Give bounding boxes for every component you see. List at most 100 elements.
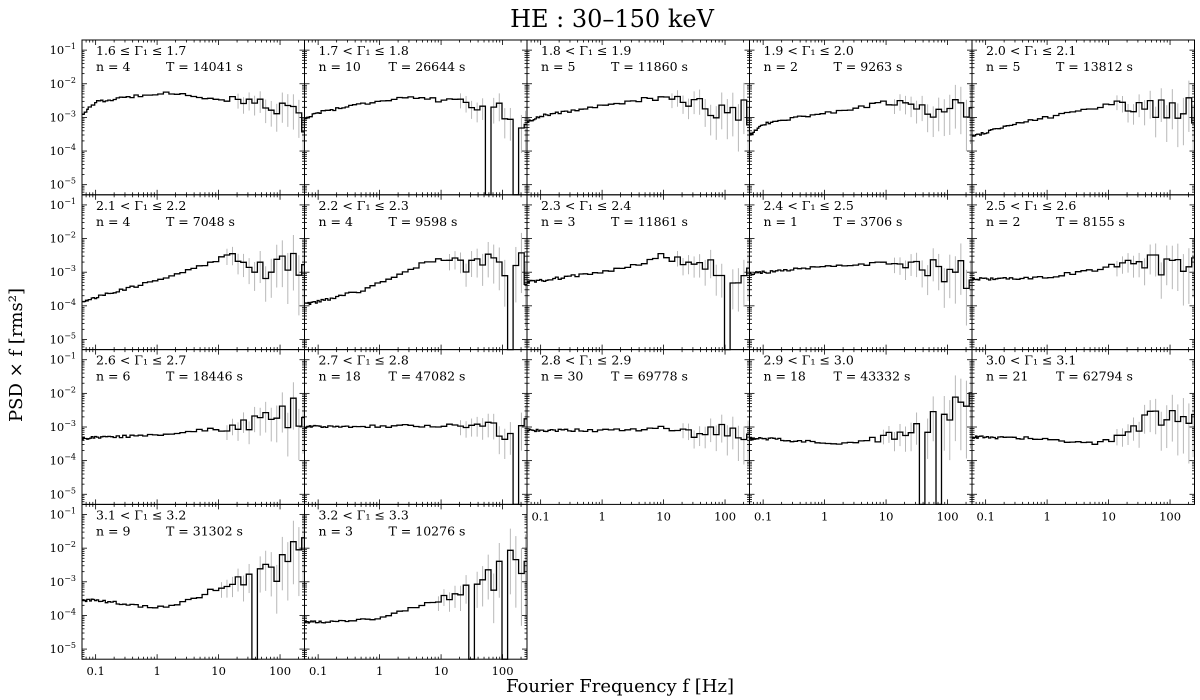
- gamma-range-label: 2.9 < Γ₁ ≤ 3.0: [764, 353, 854, 368]
- y-tick-label: 10−5: [50, 641, 76, 656]
- psd-panel: 1.8 < Γ₁ ≤ 1.9n = 5 T = 11860 s: [526, 39, 750, 196]
- gamma-range-label: 3.2 < Γ₁ ≤ 3.3: [319, 507, 409, 522]
- panel-ticks: [971, 39, 1195, 196]
- exposure-label: T = 26644 s: [389, 59, 466, 74]
- x-tick-label: 1: [376, 664, 383, 678]
- x-tick-label: 1: [1043, 509, 1050, 523]
- exposure-label: T = 18446 s: [166, 369, 243, 384]
- psd-panel: 10−5 10−4 10−3 10−2 10−1 2.1 < Γ₁ ≤ 2.2n = 4 T…: [50, 194, 305, 351]
- y-tick-label: 10−3: [50, 264, 76, 279]
- x-tick-label: 0.1: [86, 664, 104, 678]
- x-tick-label: 100: [1159, 509, 1181, 523]
- count-label: n = 5: [986, 59, 1020, 74]
- count-label: n = 18: [764, 369, 806, 384]
- exposure-label: T = 10276 s: [389, 523, 466, 538]
- gamma-range-label: 1.7 < Γ₁ ≤ 1.8: [319, 43, 409, 58]
- psd-panel: 0.1 1 10 100 3.2 < Γ₁ ≤ 3.3n = 3 T = 10276 s: [304, 503, 528, 678]
- x-tick-label: 10: [434, 664, 449, 678]
- error-bars: [682, 414, 749, 465]
- psd-step-line: [82, 252, 305, 303]
- x-tick-label: 10: [211, 664, 226, 678]
- y-tick-label: 10−1: [50, 352, 76, 367]
- psd-step-line: [304, 96, 527, 196]
- y-tick-label: 10−3: [50, 574, 76, 589]
- psd-panel: 1.7 < Γ₁ ≤ 1.8n = 10 T = 26644 s: [304, 39, 528, 196]
- psd-panel: 0.1 1 10 100 2.8 < Γ₁ ≤ 2.9n = 30 T = 69778 s: [526, 349, 750, 523]
- exposure-label: T = 14041 s: [166, 59, 243, 74]
- exposure-label: T = 9263 s: [834, 59, 903, 74]
- psd-step-line: [749, 392, 972, 506]
- psd-step-line: [527, 252, 750, 351]
- count-label: n = 2: [764, 59, 798, 74]
- x-axis-label: Fourier Frequency f [Hz]: [506, 676, 734, 697]
- exposure-label: T = 11861 s: [611, 214, 688, 229]
- y-tick-label: 10−2: [50, 540, 76, 555]
- exposure-label: T = 69778 s: [611, 369, 688, 384]
- y-tick-label: 10−3: [50, 109, 76, 124]
- error-bars: [677, 249, 749, 312]
- gamma-range-label: 1.8 < Γ₁ ≤ 1.9: [541, 43, 631, 58]
- gamma-range-label: 2.7 < Γ₁ ≤ 2.8: [319, 353, 409, 368]
- psd-panel: 10−5 10−4 10−3 10−2 10−1 1.6 ≤ Γ₁ ≤ 1.7n = 4 T…: [50, 39, 305, 196]
- y-tick-label: 10−2: [50, 385, 76, 400]
- y-tick-label: 10−4: [50, 298, 76, 313]
- exposure-label: T = 13812 s: [1056, 59, 1133, 74]
- exposure-label: T = 7048 s: [166, 214, 235, 229]
- y-tick-label: 10−1: [50, 197, 76, 212]
- panel-ticks: [304, 503, 527, 660]
- exposure-label: T = 43332 s: [834, 369, 911, 384]
- count-label: n = 1: [764, 214, 798, 229]
- error-bars: [226, 235, 304, 316]
- count-label: n = 4: [96, 214, 130, 229]
- x-tick-label: 10: [656, 509, 671, 523]
- psd-panel: 2.7 < Γ₁ ≤ 2.8n = 18 T = 47082 s: [304, 349, 528, 506]
- exposure-label: T = 9598 s: [389, 214, 458, 229]
- error-bars: [226, 382, 304, 461]
- psd-step-line: [749, 259, 972, 290]
- psd-step-line: [82, 91, 305, 133]
- x-tick-label: 100: [492, 664, 514, 678]
- error-bars: [894, 84, 972, 152]
- count-label: n = 10: [319, 59, 361, 74]
- count-label: n = 9: [96, 523, 130, 538]
- x-tick-label: 1: [153, 664, 160, 678]
- y-tick-label: 10−4: [50, 143, 76, 158]
- y-tick-label: 10−4: [50, 607, 76, 622]
- error-bars: [460, 405, 527, 459]
- panel-ticks: [304, 349, 527, 505]
- error-bars: [449, 232, 527, 328]
- figure-title: HE : 30–150 keV: [510, 5, 715, 33]
- exposure-label: T = 31302 s: [166, 523, 243, 538]
- exposure-label: T = 11860 s: [611, 59, 688, 74]
- y-tick-label: 10−5: [50, 177, 76, 192]
- error-bars: [237, 91, 304, 159]
- gamma-range-label: 2.8 < Γ₁ ≤ 2.9: [541, 353, 631, 368]
- x-tick-label: 100: [937, 509, 959, 523]
- x-tick-label: 10: [1101, 509, 1116, 523]
- psd-step-line: [972, 97, 1195, 137]
- gamma-range-label: 2.2 < Γ₁ ≤ 2.3: [319, 198, 409, 213]
- psd-panel: 1.9 < Γ₁ ≤ 2.0n = 2 T = 9263 s: [749, 39, 973, 196]
- psd-panel: 2.5 < Γ₁ ≤ 2.6n = 2 T = 8155 s: [971, 194, 1195, 351]
- count-label: n = 4: [319, 214, 353, 229]
- gamma-range-label: 2.3 < Γ₁ ≤ 2.4: [541, 198, 631, 213]
- y-tick-label: 10−3: [50, 419, 76, 434]
- x-tick-label: 0.1: [531, 509, 549, 523]
- y-tick-label: 10−1: [50, 42, 76, 57]
- gamma-range-label: 3.0 < Γ₁ ≤ 3.1: [986, 353, 1076, 368]
- x-tick-label: 0.1: [754, 509, 772, 523]
- psd-panel: 0.1 1 10 100 3.0 < Γ₁ ≤ 3.1n = 21 T = 62794 s: [971, 349, 1195, 523]
- psd-panel: 2.3 < Γ₁ ≤ 2.4n = 3 T = 11861 s: [526, 194, 750, 351]
- psd-step-line: [527, 423, 750, 441]
- gamma-range-label: 1.9 < Γ₁ ≤ 2.0: [764, 43, 854, 58]
- gamma-range-label: 2.1 < Γ₁ ≤ 2.2: [96, 198, 186, 213]
- psd-step-line: [304, 252, 527, 351]
- psd-panel: 10−5 10−4 10−3 10−2 10−1 2.6 < Γ₁ ≤ 2.7n = 6 T…: [50, 349, 305, 505]
- psd-panel: 2.4 < Γ₁ ≤ 2.5n = 1 T = 3706 s: [749, 194, 973, 351]
- psd-step-line: [304, 418, 527, 506]
- y-axis-label: PSD × f [rms²]: [6, 288, 27, 422]
- x-tick-label: 1: [821, 509, 828, 523]
- error-bars: [882, 365, 972, 461]
